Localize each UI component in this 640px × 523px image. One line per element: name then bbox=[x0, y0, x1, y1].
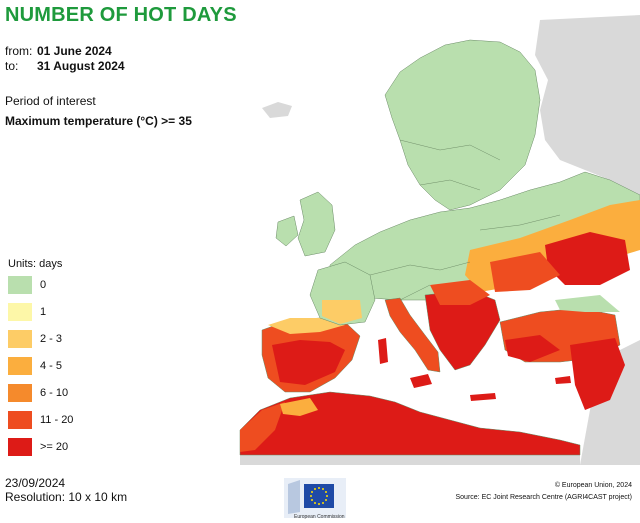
map-title: NUMBER OF HOT DAYS bbox=[5, 4, 237, 26]
legend-item: 1 bbox=[8, 303, 73, 321]
from-label: from: bbox=[5, 44, 33, 58]
africa-grey-strip bbox=[240, 455, 580, 465]
legend: Units: days 0 1 2 - 3 4 - 5 6 - 10 11 - … bbox=[8, 258, 73, 465]
hungary-hot bbox=[430, 280, 490, 305]
russia-grey-land bbox=[535, 15, 640, 195]
legend-item: 2 - 3 bbox=[8, 330, 73, 348]
legend-item: 6 - 10 bbox=[8, 384, 73, 402]
legend-label: >= 20 bbox=[40, 441, 69, 453]
british-isles-land bbox=[297, 191, 336, 257]
caucasus-green bbox=[555, 295, 620, 312]
morocco-mixed bbox=[240, 402, 285, 452]
legend-label: 4 - 5 bbox=[40, 360, 63, 372]
legend-item: 11 - 20 bbox=[8, 411, 73, 429]
legend-swatch bbox=[8, 384, 32, 402]
south-russia-hot bbox=[545, 232, 630, 285]
legend-swatch bbox=[8, 330, 32, 348]
country-borders bbox=[369, 139, 561, 301]
legend-item: >= 20 bbox=[8, 438, 73, 456]
legend-title: Units: days bbox=[8, 258, 63, 270]
european-commission-logo bbox=[284, 478, 346, 518]
legend-label: 6 - 10 bbox=[40, 387, 69, 399]
to-label: to: bbox=[5, 59, 19, 73]
iberia-red-core bbox=[272, 340, 345, 385]
middle-east-grey-land bbox=[580, 340, 640, 465]
iberia-north-cool bbox=[268, 318, 345, 334]
period-of-interest-label: Period of interest bbox=[5, 94, 96, 108]
source-text: Source: EC Joint Research Centre (AGRI4C… bbox=[455, 494, 633, 501]
legend-swatch bbox=[8, 411, 32, 429]
black-sea-north-hot bbox=[490, 252, 560, 292]
turkey-red bbox=[505, 335, 560, 362]
issue-date: 23/09/2024 bbox=[5, 476, 66, 490]
legend-swatch bbox=[8, 438, 32, 456]
legend-item: 4 - 5 bbox=[8, 357, 73, 375]
resolution-text: Resolution: 10 x 10 km bbox=[5, 490, 128, 504]
levant-red bbox=[570, 338, 625, 410]
legend-label: 1 bbox=[40, 306, 47, 318]
sicily bbox=[410, 374, 432, 388]
france-south-warm bbox=[322, 300, 362, 324]
crete bbox=[470, 393, 496, 401]
legend-label: 11 - 20 bbox=[40, 414, 74, 426]
from-value: 01 June 2024 bbox=[37, 44, 112, 58]
to-value: 31 August 2024 bbox=[37, 59, 125, 73]
legend-swatch bbox=[8, 276, 32, 294]
legend-label: 0 bbox=[40, 279, 47, 291]
cyprus bbox=[555, 376, 571, 384]
iceland-grey bbox=[262, 102, 292, 118]
copyright-text: © European Union, 2024 bbox=[554, 482, 632, 489]
period-of-interest-value: Maximum temperature (°C) >= 35 bbox=[5, 114, 192, 128]
north-africa-land bbox=[239, 391, 581, 456]
italy-land bbox=[384, 297, 441, 373]
legend-swatch bbox=[8, 303, 32, 321]
scandinavia-land bbox=[384, 39, 541, 211]
legend-label: 2 - 3 bbox=[40, 333, 63, 345]
logo-caption: European Commission bbox=[294, 514, 345, 520]
atlas-warm bbox=[280, 398, 318, 416]
legend-swatch bbox=[8, 357, 32, 375]
period-range: from: 01 June 2024 to: 31 August 2024 bbox=[5, 44, 125, 74]
legend-item: 0 bbox=[8, 276, 73, 294]
ireland-land bbox=[275, 215, 299, 247]
sardinia bbox=[378, 338, 388, 364]
